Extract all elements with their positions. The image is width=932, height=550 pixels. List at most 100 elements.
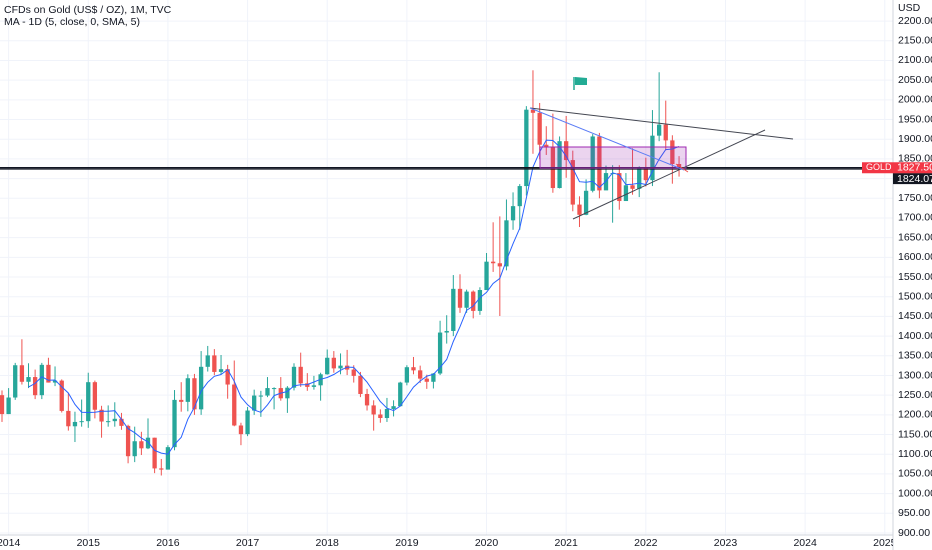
candle-body xyxy=(252,395,257,411)
candle-body xyxy=(404,367,410,383)
candle-body xyxy=(0,395,5,415)
candle-body xyxy=(179,399,184,402)
candle-body xyxy=(205,355,210,367)
x-tick-label: 2015 xyxy=(77,537,101,549)
candle-body xyxy=(577,204,582,215)
y-tick-label: 1350.00 xyxy=(898,350,932,362)
candle-body xyxy=(159,468,164,470)
candle-body xyxy=(378,414,383,419)
y-tick-label: 2100.00 xyxy=(898,54,932,66)
candle-body xyxy=(39,364,44,396)
candle-body xyxy=(457,288,463,308)
candle-body xyxy=(271,388,277,390)
x-tick-label: 2018 xyxy=(316,537,340,549)
y-tick-label: 2200.00 xyxy=(898,15,932,27)
chart-title: CFDs on Gold (US$ / OZ), 1M, TVC xyxy=(4,4,172,16)
candle-body xyxy=(517,186,522,207)
candle-body xyxy=(411,367,416,371)
candle-body xyxy=(510,206,516,221)
trend-line xyxy=(572,129,766,220)
candle-body xyxy=(398,382,403,407)
candle-body xyxy=(358,375,363,394)
candle-body xyxy=(125,425,131,457)
symbol-tag-label: GOLD xyxy=(866,162,892,172)
candle-body xyxy=(165,447,171,470)
ma-line xyxy=(28,139,680,455)
grid xyxy=(0,0,893,535)
y-tick-label: 1450.00 xyxy=(898,310,932,322)
x-tick-label: 2016 xyxy=(156,537,180,549)
candle-body xyxy=(623,185,629,202)
candle-body xyxy=(557,141,562,189)
candle-body xyxy=(650,135,655,181)
candle-body xyxy=(537,112,542,145)
candle-body xyxy=(471,291,476,311)
y-tick-label: 1700.00 xyxy=(898,212,932,224)
candle-body xyxy=(637,167,642,189)
candle-body xyxy=(570,160,575,205)
currency: USD xyxy=(898,2,921,14)
candle-body xyxy=(504,220,509,267)
candle-body xyxy=(490,261,496,264)
x-tick-label: 2014 xyxy=(0,537,20,549)
y-tick-label: 1950.00 xyxy=(898,113,932,125)
candle-body xyxy=(192,378,197,410)
candle-body xyxy=(670,140,675,165)
candle-body xyxy=(106,421,111,423)
candle-body xyxy=(145,437,151,449)
candle-body xyxy=(218,369,224,372)
candle-body xyxy=(663,124,668,141)
candle-body xyxy=(212,355,217,372)
x-tick-label: 2023 xyxy=(714,537,738,549)
candle-body xyxy=(325,357,330,375)
candles xyxy=(0,70,893,476)
candle-body xyxy=(139,441,144,449)
candle-body xyxy=(46,364,51,383)
x-tick-label: 2025 xyxy=(873,537,897,549)
candle-body xyxy=(66,410,71,427)
drawings xyxy=(529,77,794,220)
range-box xyxy=(539,146,687,169)
x-tick-label: 2020 xyxy=(475,537,499,549)
candle-body xyxy=(13,365,18,398)
candle-body xyxy=(630,185,635,189)
candle-body xyxy=(351,369,356,376)
x-ticks: 2014 2015 2016 2017 2018 2019 2020 2021 2022 2023… xyxy=(0,537,897,549)
candle-body xyxy=(86,382,91,422)
candle-body xyxy=(617,173,622,202)
candle-body xyxy=(477,290,483,311)
y-tick-label: 1100.00 xyxy=(898,448,932,460)
candle-body xyxy=(464,291,469,308)
candle-body xyxy=(225,369,230,385)
symbol-tag xyxy=(862,162,893,174)
x-tick-label: 2024 xyxy=(793,537,817,549)
candle-body xyxy=(597,136,602,191)
candle-body xyxy=(112,418,117,422)
flag xyxy=(575,77,587,85)
candle-body xyxy=(232,384,237,426)
candle-body xyxy=(72,421,78,427)
candle-body xyxy=(643,167,648,181)
ma-tag xyxy=(893,173,932,185)
candle-body xyxy=(19,365,25,382)
ma-tag-label: 1824.07 xyxy=(897,173,932,185)
candle-body xyxy=(298,366,303,384)
y-tick-label: 1200.00 xyxy=(898,409,932,421)
candle-body xyxy=(6,397,11,415)
trend-line xyxy=(529,107,685,171)
candle-body xyxy=(564,141,569,161)
candle-body xyxy=(99,409,104,422)
y-tick-label: 1250.00 xyxy=(898,389,932,401)
candle-body xyxy=(391,406,396,409)
candle-body xyxy=(311,385,317,387)
candle-body xyxy=(258,395,264,397)
candle-body xyxy=(305,383,310,387)
x-tick-label: 2017 xyxy=(236,537,260,549)
price-tag-label: 1827.50 xyxy=(897,162,932,174)
candle-body xyxy=(656,124,662,136)
price-tag xyxy=(893,162,932,174)
candle-body xyxy=(59,380,64,411)
candle-body xyxy=(530,109,536,113)
candle-body xyxy=(92,382,98,410)
